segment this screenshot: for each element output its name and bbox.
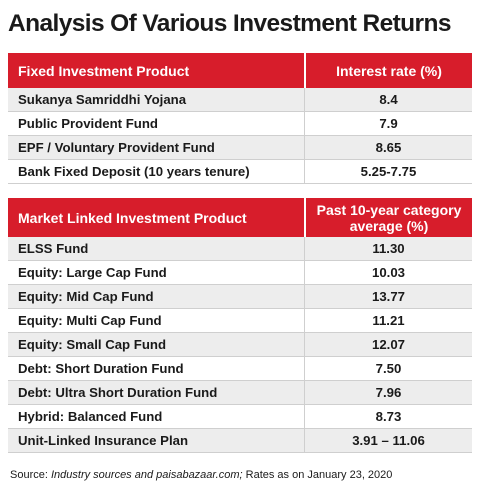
- column-header-product: Market Linked Investment Product: [8, 198, 304, 237]
- product-name-cell: Sukanya Samriddhi Yojana: [8, 88, 304, 112]
- rate-value-cell: 3.91 – 11.06: [304, 429, 472, 453]
- product-name-cell: Equity: Large Cap Fund: [8, 261, 304, 285]
- table-row: Unit-Linked Insurance Plan 3.91 – 11.06: [8, 429, 472, 453]
- product-name-cell: Debt: Short Duration Fund: [8, 357, 304, 381]
- rate-value-cell: 13.77: [304, 285, 472, 309]
- table-row: Debt: Short Duration Fund 7.50: [8, 357, 472, 381]
- table-row: Public Provident Fund 7.9: [8, 112, 472, 136]
- product-name-cell: Hybrid: Balanced Fund: [8, 405, 304, 429]
- product-name-cell: Equity: Small Cap Fund: [8, 333, 304, 357]
- rate-value-cell: 11.21: [304, 309, 472, 333]
- product-name-cell: Equity: Multi Cap Fund: [8, 309, 304, 333]
- rate-value-cell: 12.07: [304, 333, 472, 357]
- fixed-investment-table: Fixed Investment Product Interest rate (%…: [8, 53, 472, 184]
- rate-value-cell: 7.9: [304, 112, 472, 136]
- rate-value-cell: 10.03: [304, 261, 472, 285]
- market-linked-investment-table: Market Linked Investment Product Past 10-…: [8, 198, 472, 453]
- page-title: Analysis Of Various Investment Returns: [8, 10, 451, 37]
- table-row: EPF / Voluntary Provident Fund 8.65: [8, 136, 472, 160]
- column-header-rate: Past 10-year category average (%): [304, 198, 472, 237]
- table-row: Sukanya Samriddhi Yojana 8.4: [8, 88, 472, 112]
- rate-value-cell: 11.30: [304, 237, 472, 261]
- product-name-cell: EPF / Voluntary Provident Fund: [8, 136, 304, 160]
- rate-value-cell: 7.96: [304, 381, 472, 405]
- product-name-cell: ELSS Fund: [8, 237, 304, 261]
- rate-value-cell: 5.25-7.75: [304, 160, 472, 184]
- fixed-investment-table-body: Fixed Investment Product Interest rate (%…: [8, 53, 472, 184]
- table-row: Equity: Mid Cap Fund 13.77: [8, 285, 472, 309]
- product-name-cell: Unit-Linked Insurance Plan: [8, 429, 304, 453]
- column-header-product: Fixed Investment Product: [8, 53, 304, 88]
- product-name-cell: Bank Fixed Deposit (10 years tenure): [8, 160, 304, 184]
- table-gap: [8, 184, 472, 198]
- table-row: Equity: Multi Cap Fund 11.21: [8, 309, 472, 333]
- rate-value-cell: 8.4: [304, 88, 472, 112]
- table-header-row: Market Linked Investment Product Past 10-…: [8, 198, 472, 237]
- table-row: Equity: Small Cap Fund 12.07: [8, 333, 472, 357]
- rate-value-cell: 8.73: [304, 405, 472, 429]
- table-row: Equity: Large Cap Fund 10.03: [8, 261, 472, 285]
- table-row: ELSS Fund 11.30: [8, 237, 472, 261]
- source-note: Source: Industry sources and paisabazaar…: [8, 469, 472, 481]
- table-row: Bank Fixed Deposit (10 years tenure) 5.25…: [8, 160, 472, 184]
- table-row: Debt: Ultra Short Duration Fund 7.96: [8, 381, 472, 405]
- column-header-rate: Interest rate (%): [304, 53, 472, 88]
- market-linked-investment-table-body: Market Linked Investment Product Past 10-…: [8, 198, 472, 453]
- source-label: Source:: [10, 469, 48, 481]
- product-name-cell: Public Provident Fund: [8, 112, 304, 136]
- rate-value-cell: 8.65: [304, 136, 472, 160]
- source-text: Industry sources and paisabazaar.com;: [50, 469, 243, 481]
- product-name-cell: Debt: Ultra Short Duration Fund: [8, 381, 304, 405]
- product-name-cell: Equity: Mid Cap Fund: [8, 285, 304, 309]
- source-date-note: Rates as on January 23, 2020: [245, 469, 393, 481]
- table-header-row: Fixed Investment Product Interest rate (%…: [8, 53, 472, 88]
- table-row: Hybrid: Balanced Fund 8.73: [8, 405, 472, 429]
- rate-value-cell: 7.50: [304, 357, 472, 381]
